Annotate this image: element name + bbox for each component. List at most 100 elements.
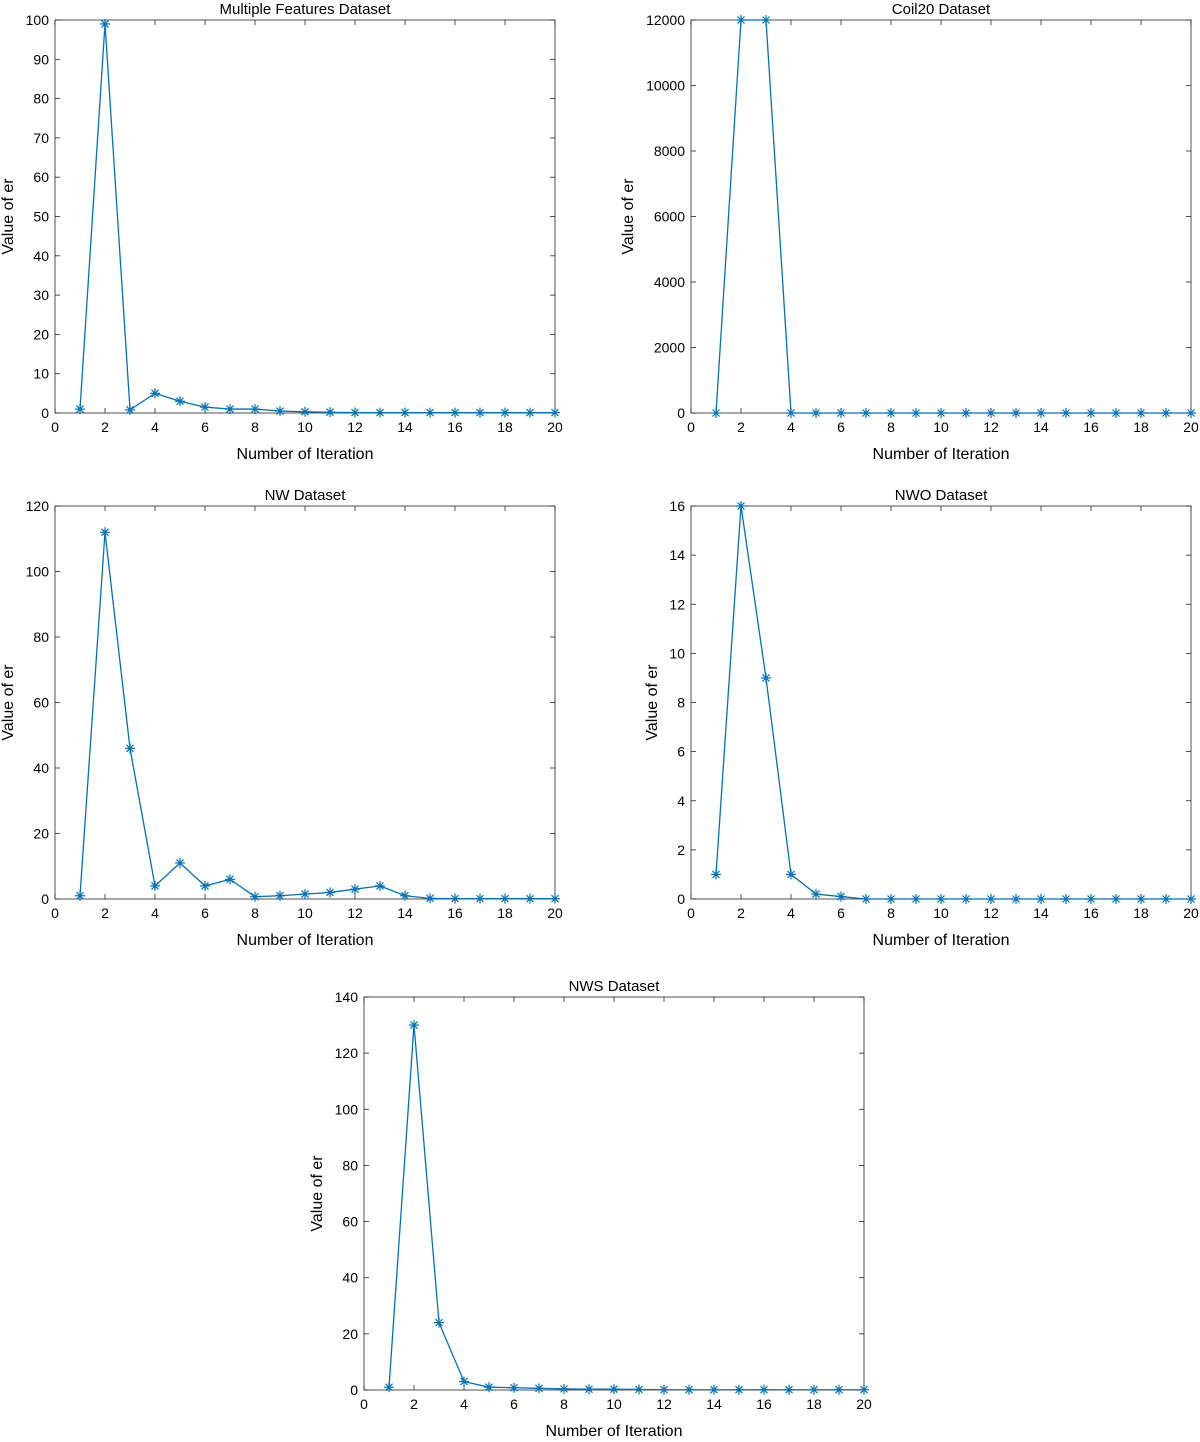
x-tick-label: 0 (51, 905, 59, 921)
data-point (1136, 894, 1146, 904)
y-tick-label: 10000 (646, 78, 685, 94)
data-point (936, 408, 946, 418)
data-point (475, 407, 485, 418)
data-point (559, 1383, 569, 1394)
data-point (936, 894, 946, 904)
data-point (475, 893, 485, 904)
data-point (736, 15, 746, 25)
chart-title: Multiple Features Dataset (220, 1, 392, 18)
data-point (525, 893, 535, 904)
y-tick-label: 0 (41, 405, 49, 421)
data-point (736, 501, 746, 511)
data-point (1086, 408, 1096, 418)
data-point (1061, 408, 1071, 418)
y-tick-label: 0 (41, 891, 49, 907)
x-tick-label: 16 (1083, 419, 1099, 435)
x-tick-label: 2 (410, 1396, 418, 1412)
y-tick-label: 120 (335, 1045, 359, 1061)
y-tick-label: 140 (335, 989, 359, 1005)
y-tick-label: 100 (26, 564, 50, 580)
x-tick-label: 14 (1033, 419, 1049, 435)
x-axis-label: Number of Iteration (873, 446, 1010, 463)
y-tick-label: 6 (677, 744, 685, 760)
data-point (1011, 894, 1021, 904)
data-point (275, 406, 285, 417)
plot-area-frame (54, 19, 556, 414)
y-tick-label: 4000 (654, 274, 685, 290)
data-point (375, 407, 385, 418)
data-point (400, 890, 410, 901)
data-point (325, 887, 335, 898)
data-point (684, 1384, 694, 1395)
data-point (1036, 408, 1046, 418)
data-point (525, 407, 535, 418)
y-axis-label: Value of er (644, 664, 661, 741)
data-point (961, 894, 971, 904)
data-point (500, 893, 510, 904)
y-tick-label: 8 (677, 695, 685, 711)
chart-2: 0 2 4 6 8 10 12 14 16 18 20 0 2000 4000 6000 8000 10000 1… (620, 1, 1199, 463)
y-tick-label: 80 (33, 91, 49, 107)
data-point (1111, 408, 1121, 418)
chart-4: 0 2 4 6 8 10 12 14 16 18 20 0 2 4 6 8 10 12 14 16 NWO Datase… (644, 487, 1199, 949)
y-tick-label: 60 (33, 695, 49, 711)
x-tick-label: 14 (706, 1396, 722, 1412)
data-point (1186, 408, 1196, 418)
y-axis-label: Value of er (0, 664, 17, 741)
x-tick-label: 4 (460, 1396, 468, 1412)
data-point (834, 1384, 844, 1395)
y-tick-label: 60 (33, 169, 49, 185)
data-point (1036, 894, 1046, 904)
data-point (100, 527, 110, 538)
data-point (761, 672, 771, 683)
x-tick-label: 14 (397, 419, 413, 435)
data-point (786, 408, 796, 418)
data-point (986, 894, 996, 904)
data-point (1136, 408, 1146, 418)
series-line (79, 23, 555, 414)
data-point (911, 894, 921, 904)
x-tick-label: 4 (151, 905, 159, 921)
x-tick-label: 10 (297, 419, 313, 435)
y-tick-label: 12 (669, 596, 685, 612)
data-point (225, 874, 235, 885)
y-tick-label: 40 (33, 248, 49, 264)
data-point (886, 894, 896, 904)
data-point (659, 1384, 669, 1395)
data-point (809, 1384, 819, 1395)
x-tick-label: 4 (787, 419, 795, 435)
y-axis-label: Value of er (620, 178, 637, 255)
x-axis-label: Number of Iteration (237, 446, 374, 463)
x-tick-label: 2 (737, 419, 745, 435)
plot-area-frame (690, 505, 1192, 900)
data-point (500, 407, 510, 418)
data-point (911, 408, 921, 418)
x-tick-label: 0 (687, 419, 695, 435)
y-tick-label: 20 (342, 1326, 358, 1342)
chart-5: 0 2 4 6 8 10 12 14 16 18 20 0 20 40 60 80 100 120 140 NWS D… (309, 978, 872, 1440)
x-tick-label: 20 (856, 1396, 872, 1412)
chart-title: NW Dataset (265, 487, 347, 504)
data-point (784, 1384, 794, 1395)
y-tick-label: 0 (350, 1382, 358, 1398)
data-point (759, 1384, 769, 1395)
data-point (811, 889, 821, 900)
data-point (150, 388, 160, 399)
data-point (375, 880, 385, 891)
x-tick-label: 2 (101, 419, 109, 435)
data-point (300, 406, 310, 417)
data-point (550, 893, 560, 904)
x-tick-label: 8 (251, 419, 259, 435)
x-tick-label: 12 (347, 419, 363, 435)
data-point (484, 1382, 494, 1393)
x-tick-label: 14 (1033, 905, 1049, 921)
y-tick-label: 8000 (654, 143, 685, 159)
data-point (450, 893, 460, 904)
data-point (409, 1020, 419, 1031)
data-point (1161, 408, 1171, 418)
y-tick-label: 90 (33, 51, 49, 67)
x-tick-label: 6 (510, 1396, 518, 1412)
data-point (836, 408, 846, 418)
x-tick-label: 18 (806, 1396, 822, 1412)
